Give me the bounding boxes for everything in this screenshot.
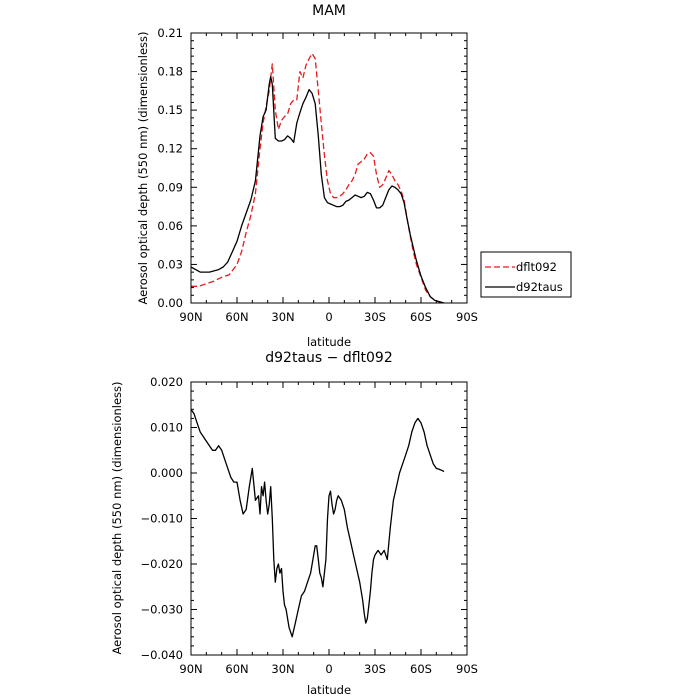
bottom-ytick-label: −0.030 [140,603,183,617]
legend-box [480,251,572,298]
bottom-xtick-label: 30N [271,662,294,676]
top-xtick-label: 0 [325,310,332,324]
top-ytick-label: 0.06 [157,219,183,233]
bottom-chart-title: d92taus − dflt092 [265,350,392,366]
bottom-xtick-label: 60S [410,662,432,676]
top-xtick-label: 90S [456,310,478,324]
bottom-x-axis-label: latitude [307,683,351,697]
top-series-line-dflt092 [191,52,445,304]
bottom-ytick-label: 0.010 [150,421,183,435]
top-x-axis-label: latitude [307,335,351,349]
bottom-y-axis-label: Aerosol optical depth (550 nm) (dimensio… [110,381,124,654]
top-ytick-label: 0.18 [157,65,183,79]
top-xtick-label: 30S [364,310,386,324]
top-ytick-label: 0.15 [157,103,183,117]
top-ytick-label: 0.00 [157,296,183,310]
bottom-ytick-label: 0.020 [150,375,183,389]
bottom-series-line-series-0 [190,408,445,638]
top-series [190,52,445,304]
bottom-series [190,408,445,638]
top-plot-frame [190,32,468,304]
bottom-xtick-label: 0 [325,662,332,676]
top-xtick-label: 60S [410,310,432,324]
bottom-ytick-label: −0.040 [140,648,183,662]
top-ticks: 90N 60N 30N 0 30S 60S 90S 0.00 0.03 0.06 0.09 0.12 0… [157,26,478,324]
bottom-ytick-label: −0.020 [140,557,183,571]
bottom-xtick-label: 90S [456,662,478,676]
bottom-ytick-label: 0.000 [150,466,183,480]
top-panel: MAM 90N 60N 30N 0 30S 60S 90S 0.00 0.03 0.06 0.09 0… [136,3,572,349]
legend-label-dflt092: dflt092 [516,260,557,274]
top-y-axis-label: Aerosol optical depth (550 nm) (dimensio… [136,31,150,304]
top-ytick-label: 0.03 [157,257,183,271]
bottom-xtick-label: 90N [179,662,202,676]
top-ytick-label: 0.21 [157,26,183,40]
bottom-xtick-label: 30S [364,662,386,676]
legend: dflt092 d92taus [480,251,572,298]
bottom-panel: d92taus − dflt092 90N 60N 30N 0 30S 60S 90S −0.… [110,350,478,697]
top-chart-title: MAM [312,3,346,19]
bottom-ytick-label: −0.010 [140,512,183,526]
bottom-plot-frame [190,381,468,656]
top-xtick-label: 90N [179,310,202,324]
bottom-xtick-label: 60N [225,662,248,676]
top-xtick-label: 60N [225,310,248,324]
top-ytick-label: 0.09 [157,180,183,194]
top-series-line-d92taus [190,76,445,304]
legend-label-d92taus: d92taus [516,280,563,294]
top-xtick-label: 30N [271,310,294,324]
top-ytick-label: 0.12 [157,142,183,156]
